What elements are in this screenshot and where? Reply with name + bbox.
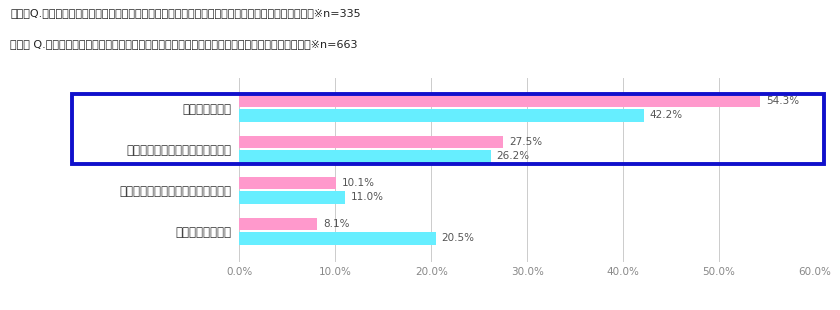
Text: 11.0%: 11.0% (350, 193, 384, 202)
Bar (239, 218, 317, 230)
Text: 26.2%: 26.2% (496, 151, 529, 162)
Bar (239, 95, 760, 107)
Text: 8.1%: 8.1% (323, 219, 349, 229)
Text: 母親　Q.受験期にお子様の「風邪・インフルエンザ」予防対策をしていましたか？　（単一回答）　※n=335: 母親 Q.受験期にお子様の「風邪・インフルエンザ」予防対策をしていましたか？ （… (10, 8, 360, 18)
Bar (239, 232, 436, 245)
Bar (239, 136, 503, 148)
Bar (239, 109, 644, 122)
Text: 54.3%: 54.3% (766, 96, 799, 106)
Text: 受験生 Q.受験期に「風邪・インフルエンザ」予防として対策をしていましたか？　（単一回答）　※n=663: 受験生 Q.受験期に「風邪・インフルエンザ」予防として対策をしていましたか？ （… (10, 39, 358, 49)
Text: 20.5%: 20.5% (442, 233, 475, 243)
Text: 27.5%: 27.5% (509, 137, 542, 147)
Bar (239, 150, 491, 162)
Text: 42.2%: 42.2% (650, 110, 683, 120)
Bar (239, 191, 345, 204)
Bar (239, 177, 336, 189)
Text: 10.1%: 10.1% (342, 178, 375, 188)
